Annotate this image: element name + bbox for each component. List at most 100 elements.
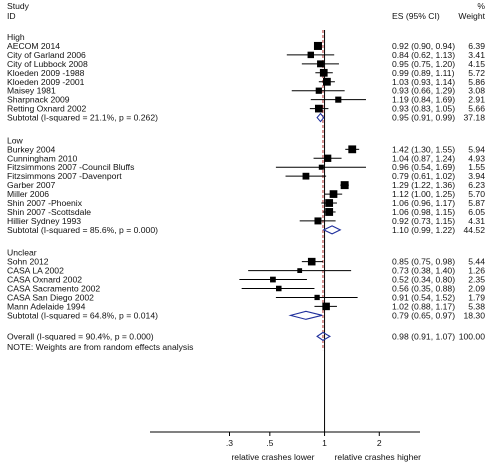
subtotal-diamond bbox=[288, 310, 323, 320]
study-label: AECOM 2014 bbox=[7, 41, 60, 51]
percent-header: % bbox=[477, 1, 485, 11]
study-weight: 5.94 bbox=[468, 144, 485, 154]
weight-header: Weight bbox=[458, 11, 485, 21]
study-weight-square bbox=[323, 154, 332, 162]
subtotal-es-ci: 0.79 (0.65, 0.97) bbox=[392, 310, 455, 320]
study-es-ci: 1.04 (0.87, 1.24) bbox=[392, 153, 455, 163]
study-label: Kloeden 2009 -2001 bbox=[7, 77, 85, 87]
study-header: Study bbox=[7, 1, 30, 11]
group-label: High bbox=[7, 32, 25, 42]
study-es-ci: 0.56 (0.35, 0.88) bbox=[392, 283, 455, 293]
subtotal-weight: 44.52 bbox=[463, 225, 485, 235]
study-weight-square bbox=[307, 51, 315, 59]
study-weight: 3.08 bbox=[468, 86, 485, 96]
study-label: City of Lubbock 2008 bbox=[7, 59, 88, 69]
study-weight-square bbox=[307, 257, 316, 266]
study-es-ci: 0.91 (0.54, 1.52) bbox=[392, 292, 455, 302]
study-weight-square bbox=[313, 41, 322, 50]
study-weight-square bbox=[315, 87, 322, 94]
study-es-ci: 0.92 (0.73, 1.15) bbox=[392, 216, 455, 226]
study-es-ci: 0.92 (0.90, 0.94) bbox=[392, 41, 455, 51]
study-es-ci: 0.93 (0.83, 1.05) bbox=[392, 104, 455, 114]
x-axis-label-lower: relative crashes lower bbox=[231, 452, 314, 462]
study-label: Shin 2007 -Phoenix bbox=[7, 198, 83, 208]
subtotal-es-ci: 1.10 (0.99, 1.22) bbox=[392, 225, 455, 235]
study-weight: 5.72 bbox=[468, 68, 485, 78]
study-label: Fitzsimmons 2007 -Council Bluffs bbox=[7, 162, 134, 172]
study-weight: 6.39 bbox=[468, 41, 485, 51]
study-weight-square bbox=[340, 181, 349, 190]
study-label: Sharpnack 2009 bbox=[7, 95, 70, 105]
study-es-ci: 0.79 (0.61, 1.02) bbox=[392, 171, 455, 181]
study-label: Maisey 1981 bbox=[7, 86, 56, 96]
study-weight: 5.70 bbox=[468, 189, 485, 199]
study-es-ci: 1.42 (1.30, 1.55) bbox=[392, 144, 455, 154]
overall-weight: 100.00 bbox=[459, 331, 486, 341]
study-weight-square bbox=[317, 60, 324, 68]
study-weight: 1.79 bbox=[468, 292, 485, 302]
study-weight: 2.09 bbox=[468, 283, 485, 293]
study-label: City of Garland 2006 bbox=[7, 50, 86, 60]
study-label: Miller 2006 bbox=[7, 189, 49, 199]
group-label: Unclear bbox=[7, 248, 37, 258]
subtotal-diamond bbox=[316, 112, 325, 123]
study-es-ci: 0.93 (0.66, 1.29) bbox=[392, 86, 455, 96]
study-weight: 5.86 bbox=[468, 77, 485, 87]
study-weight-square bbox=[348, 145, 357, 154]
overall-es-ci: 0.98 (0.91, 1.07) bbox=[392, 331, 455, 341]
study-weight: 4.31 bbox=[468, 216, 485, 226]
study-weight: 5.66 bbox=[468, 104, 485, 114]
subtotal-label: Subtotal (I-squared = 85.6%, p = 0.000) bbox=[7, 225, 158, 235]
study-weight-square bbox=[314, 217, 322, 225]
study-weight: 2.35 bbox=[468, 275, 485, 285]
x-axis-tick-label: 1 bbox=[322, 438, 327, 448]
study-es-ci: 0.52 (0.34, 0.80) bbox=[392, 275, 455, 285]
study-weight-square bbox=[318, 164, 324, 170]
id-header: ID bbox=[7, 11, 16, 21]
study-label: Mann Adelaide 1994 bbox=[7, 301, 86, 311]
study-weight-square bbox=[297, 268, 303, 273]
study-weight-square bbox=[329, 190, 338, 198]
study-es-ci: 1.19 (0.84, 1.69) bbox=[392, 95, 455, 105]
study-weight-square bbox=[314, 104, 323, 113]
study-weight: 6.05 bbox=[468, 207, 485, 217]
study-weight: 1.55 bbox=[468, 162, 485, 172]
study-weight-square bbox=[270, 276, 276, 283]
study-weight-square bbox=[335, 96, 342, 103]
study-weight-square bbox=[302, 172, 310, 180]
study-weight: 4.93 bbox=[468, 153, 485, 163]
subtotal-label: Subtotal (I-squared = 64.8%, p = 0.014) bbox=[7, 310, 158, 320]
study-label: Garber 2007 bbox=[7, 180, 55, 190]
study-es-ci: 1.03 (0.93, 1.14) bbox=[392, 77, 455, 87]
study-es-ci: 0.96 (0.54, 1.69) bbox=[392, 162, 455, 172]
study-label: CASA San Diego 2002 bbox=[7, 292, 94, 302]
subtotal-weight: 18.30 bbox=[463, 310, 485, 320]
subtotal-weight: 37.18 bbox=[463, 113, 485, 123]
study-weight-square bbox=[325, 208, 334, 216]
subtotal-diamond bbox=[322, 225, 342, 235]
study-weight: 3.41 bbox=[468, 50, 485, 60]
study-label: Burkey 2004 bbox=[7, 144, 55, 154]
study-weight-square bbox=[314, 294, 320, 301]
study-weight: 5.44 bbox=[468, 257, 485, 267]
es-header: ES (95% CI) bbox=[392, 11, 440, 21]
x-axis-tick-label: .3 bbox=[226, 438, 233, 448]
study-es-ci: 1.12 (1.00, 1.25) bbox=[392, 189, 455, 199]
study-label: CASA LA 2002 bbox=[7, 266, 64, 276]
study-weight-square bbox=[323, 77, 331, 86]
x-axis-tick-label: .5 bbox=[266, 438, 273, 448]
study-label: Fitzsimmons 2007 -Davenport bbox=[7, 171, 122, 181]
study-es-ci: 0.95 (0.75, 1.20) bbox=[392, 59, 455, 69]
overall-diamond bbox=[316, 331, 331, 342]
study-es-ci: 1.06 (0.96, 1.17) bbox=[392, 198, 455, 208]
x-axis-label-higher: relative crashes higher bbox=[335, 452, 422, 462]
study-es-ci: 0.73 (0.38, 1.40) bbox=[392, 266, 455, 276]
study-weight-square bbox=[319, 68, 328, 77]
study-weight: 2.91 bbox=[468, 95, 485, 105]
study-label: Cunningham 2010 bbox=[7, 153, 77, 163]
study-es-ci: 1.29 (1.22, 1.36) bbox=[392, 180, 455, 190]
study-es-ci: 0.84 (0.62, 1.13) bbox=[392, 50, 455, 60]
study-label: Sohn 2012 bbox=[7, 257, 49, 267]
study-weight: 5.38 bbox=[468, 301, 485, 311]
